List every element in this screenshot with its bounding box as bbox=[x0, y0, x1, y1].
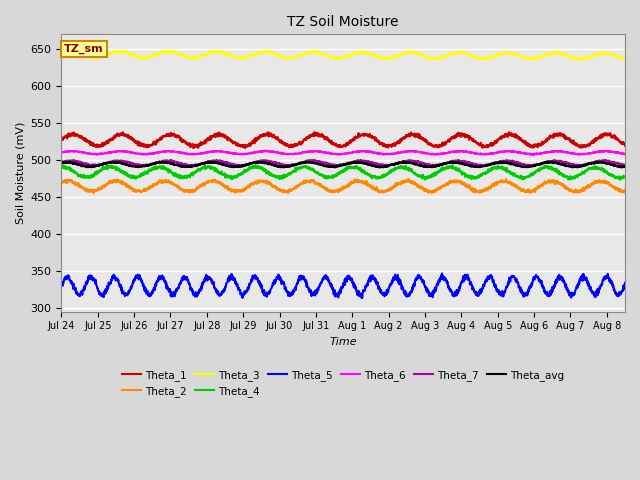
Theta_1 bbox=[605, 132, 612, 137]
Theta_7 bbox=[89, 163, 97, 169]
Theta_1 bbox=[502, 132, 509, 138]
Theta_avg bbox=[86, 164, 94, 169]
Line: Theta_avg: Theta_avg bbox=[61, 161, 625, 168]
Legend: Theta_1, Theta_2, Theta_3, Theta_4, Theta_5, Theta_6, Theta_7, Theta_avg: Theta_1, Theta_2, Theta_3, Theta_4, Thet… bbox=[118, 365, 568, 401]
Theta_7 bbox=[166, 157, 174, 163]
Theta_6 bbox=[58, 150, 65, 156]
Theta_6 bbox=[263, 148, 271, 154]
Theta_6 bbox=[317, 149, 324, 155]
Theta_1 bbox=[621, 143, 629, 149]
Theta_4 bbox=[332, 172, 339, 178]
Theta_avg bbox=[332, 164, 339, 170]
Theta_7 bbox=[605, 158, 612, 164]
Theta_7 bbox=[621, 162, 629, 168]
Line: Theta_6: Theta_6 bbox=[61, 151, 625, 155]
X-axis label: Time: Time bbox=[330, 337, 357, 347]
Theta_4 bbox=[501, 166, 509, 172]
Theta_2 bbox=[605, 180, 612, 186]
Theta_5 bbox=[317, 281, 324, 287]
Theta_avg bbox=[621, 164, 629, 169]
Theta_4 bbox=[605, 171, 612, 177]
Theta_5 bbox=[605, 278, 613, 284]
Theta_avg bbox=[502, 160, 509, 166]
Theta_avg bbox=[376, 165, 384, 170]
Theta_2 bbox=[621, 189, 629, 195]
Theta_4 bbox=[58, 162, 65, 168]
Theta_5 bbox=[58, 282, 65, 288]
Theta_3 bbox=[605, 50, 613, 56]
Theta_1 bbox=[86, 142, 94, 147]
Theta_avg bbox=[317, 161, 324, 167]
Theta_5 bbox=[605, 276, 612, 282]
Theta_2 bbox=[90, 191, 97, 196]
Theta_1 bbox=[241, 145, 249, 151]
Theta_6 bbox=[86, 151, 94, 156]
Text: TZ_sm: TZ_sm bbox=[64, 44, 104, 54]
Theta_3 bbox=[332, 54, 340, 60]
Theta_1 bbox=[311, 129, 319, 135]
Theta_3 bbox=[605, 51, 612, 57]
Theta_6 bbox=[621, 151, 629, 157]
Line: Theta_3: Theta_3 bbox=[61, 51, 625, 60]
Theta_5 bbox=[502, 286, 509, 292]
Theta_7 bbox=[317, 159, 325, 165]
Theta_2 bbox=[332, 189, 340, 194]
Theta_avg bbox=[58, 160, 65, 166]
Line: Theta_5: Theta_5 bbox=[61, 274, 625, 298]
Theta_avg bbox=[605, 161, 613, 167]
Theta_5 bbox=[358, 295, 365, 301]
Theta_5 bbox=[332, 291, 339, 297]
Theta_4 bbox=[616, 177, 624, 183]
Theta_4 bbox=[605, 171, 612, 177]
Theta_2 bbox=[502, 178, 509, 183]
Theta_1 bbox=[605, 132, 613, 138]
Theta_3 bbox=[67, 48, 74, 54]
Theta_7 bbox=[58, 159, 65, 165]
Theta_3 bbox=[621, 56, 629, 61]
Theta_5 bbox=[86, 272, 94, 278]
Theta_3 bbox=[317, 50, 324, 56]
Theta_7 bbox=[605, 159, 613, 165]
Theta_6 bbox=[502, 148, 509, 154]
Theta_3 bbox=[58, 50, 65, 56]
Theta_1 bbox=[332, 141, 340, 146]
Theta_2 bbox=[86, 188, 94, 193]
Y-axis label: Soil Moisture (mV): Soil Moisture (mV) bbox=[15, 122, 25, 224]
Theta_2 bbox=[317, 181, 324, 187]
Theta_7 bbox=[332, 163, 340, 169]
Theta_5 bbox=[621, 280, 629, 286]
Theta_1 bbox=[317, 132, 325, 137]
Theta_6 bbox=[605, 148, 612, 154]
Theta_2 bbox=[404, 176, 412, 182]
Theta_3 bbox=[577, 57, 584, 63]
Theta_4 bbox=[317, 172, 324, 178]
Theta_5 bbox=[438, 271, 446, 276]
Theta_avg bbox=[605, 161, 612, 167]
Theta_4 bbox=[621, 174, 629, 180]
Title: TZ Soil Moisture: TZ Soil Moisture bbox=[287, 15, 399, 29]
Theta_2 bbox=[605, 181, 613, 187]
Line: Theta_4: Theta_4 bbox=[61, 165, 625, 180]
Theta_2 bbox=[58, 180, 65, 186]
Theta_4 bbox=[86, 174, 94, 180]
Line: Theta_7: Theta_7 bbox=[61, 160, 625, 166]
Theta_3 bbox=[502, 50, 509, 56]
Line: Theta_2: Theta_2 bbox=[61, 179, 625, 193]
Theta_3 bbox=[86, 54, 94, 60]
Theta_7 bbox=[86, 162, 94, 168]
Line: Theta_1: Theta_1 bbox=[61, 132, 625, 148]
Theta_6 bbox=[332, 151, 340, 157]
Theta_1 bbox=[58, 136, 65, 142]
Theta_7 bbox=[502, 158, 509, 164]
Theta_avg bbox=[399, 158, 407, 164]
Theta_6 bbox=[605, 149, 613, 155]
Theta_6 bbox=[530, 152, 538, 157]
